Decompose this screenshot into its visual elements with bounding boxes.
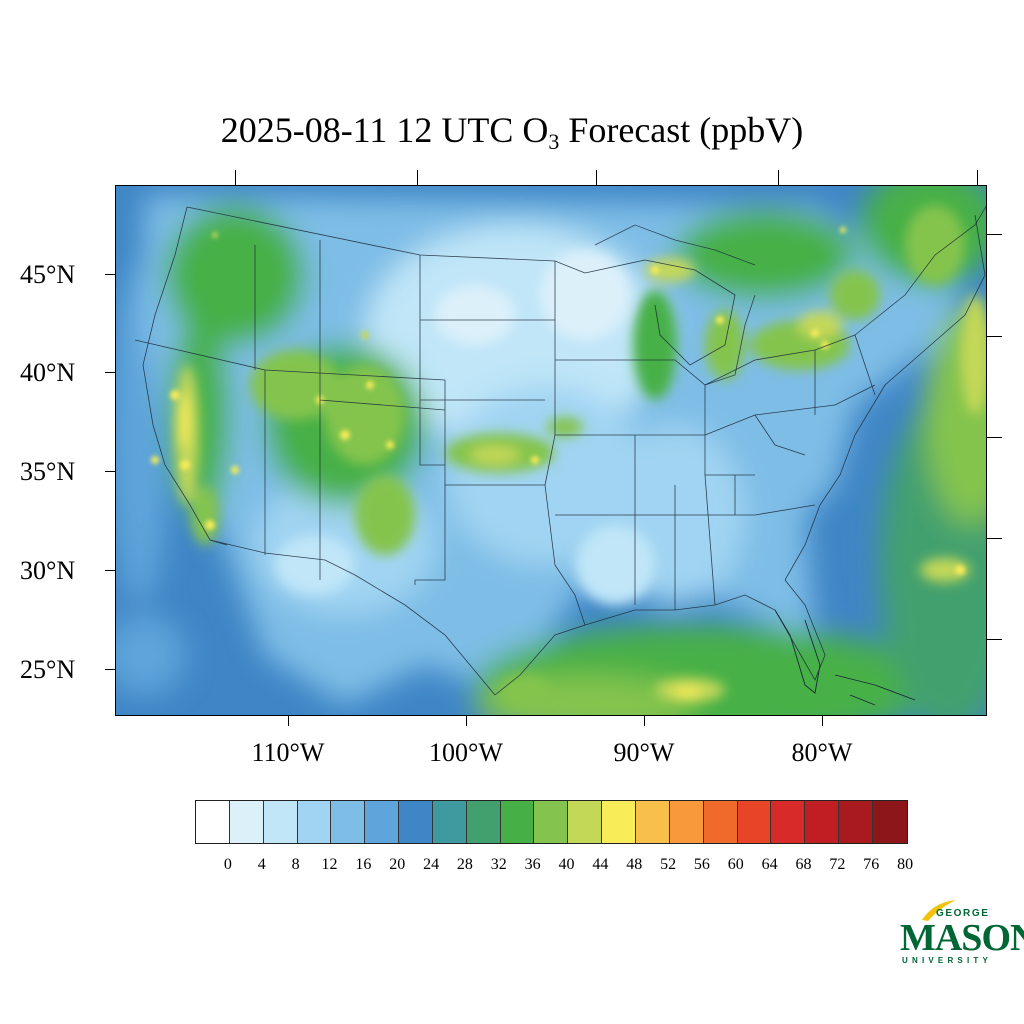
colorbar-label: 72 [829, 856, 846, 873]
logo-university: UNIVERSITY [902, 956, 993, 965]
colorbar-swatch [331, 801, 366, 843]
colorbar-label: 68 [795, 856, 812, 873]
colorbar-swatch [703, 801, 738, 843]
lat-label-35n: 35°N [20, 457, 76, 486]
tick-right-5 [987, 639, 1002, 640]
tick-left-30 [105, 570, 115, 571]
colorbar-label: 64 [761, 856, 778, 873]
state-boundaries [134, 206, 986, 696]
tick-top-3 [596, 170, 597, 185]
colorbar-label: 0 [223, 856, 232, 873]
george-mason-logo: GEORGE MASON UNIVERSITY [898, 898, 1024, 970]
tick-left-40 [105, 372, 115, 373]
colorbar-swatch [196, 801, 230, 843]
colorbar-swatch [500, 801, 535, 843]
colorbar-swatch [466, 801, 501, 843]
tick-bottom-80 [822, 716, 823, 726]
colorbar-label: 60 [727, 856, 744, 873]
colorbar-label: 12 [321, 856, 338, 873]
colorbar-label: 8 [291, 856, 300, 873]
colorbar-label: 24 [423, 856, 440, 873]
colorbar-swatch [399, 801, 433, 843]
tick-top-4 [778, 170, 779, 185]
tick-right-1 [987, 234, 1002, 235]
colorbar-swatch [602, 801, 636, 843]
tick-bottom-110 [288, 716, 289, 726]
colorbar-label: 56 [693, 856, 710, 873]
colorbar-swatch [635, 801, 670, 843]
colorbar-label: 52 [660, 856, 677, 873]
colorbar-swatch [432, 801, 467, 843]
colorbar-swatch [568, 801, 603, 843]
tick-left-25 [105, 669, 115, 670]
logo-mason: MASON [900, 917, 1024, 959]
map-title: 2025-08-11 12 UTC O3 Forecast (ppbV) [220, 110, 804, 154]
lon-label-80w: 80°W [791, 738, 853, 767]
colorbar-swatch [737, 801, 772, 843]
colorbar-swatch [534, 801, 569, 843]
colorbar-label: 20 [389, 856, 406, 873]
tick-top-5 [977, 170, 978, 185]
tick-bottom-90 [644, 716, 645, 726]
colorbar-swatch [365, 801, 400, 843]
lat-label-40n: 40°N [20, 358, 76, 387]
colorbar-swatch [839, 801, 873, 843]
tick-right-3 [987, 437, 1002, 438]
colorbar-label: 80 [897, 856, 914, 873]
colorbar-label: 76 [863, 856, 880, 873]
colorbar-swatch [229, 801, 264, 843]
coastline-details [774, 609, 916, 706]
tick-bottom-100 [466, 716, 467, 726]
colorbar-swatch [263, 801, 298, 843]
tick-top-2 [417, 170, 418, 185]
colorbar-label: 4 [257, 856, 266, 873]
lon-label-110w: 110°W [251, 738, 325, 767]
canada-outline [594, 204, 987, 386]
colorbar-swatch [669, 801, 704, 843]
ozone-forecast-map [115, 185, 987, 716]
colorbar-swatch [297, 801, 332, 843]
lat-label-45n: 45°N [20, 260, 76, 289]
colorbar-label: 40 [558, 856, 575, 873]
tick-right-2 [987, 336, 1002, 337]
colorbar-label: 44 [592, 856, 609, 873]
colorbar [195, 800, 908, 844]
tick-top-1 [235, 170, 236, 185]
colorbar-swatch [771, 801, 806, 843]
colorbar-label: 48 [626, 856, 643, 873]
lat-label-25n: 25°N [20, 655, 76, 684]
colorbar-label: 16 [355, 856, 372, 873]
lon-label-100w: 100°W [429, 738, 503, 767]
colorbar-label: 32 [490, 856, 507, 873]
lon-label-90w: 90°W [613, 738, 675, 767]
tick-right-4 [987, 538, 1002, 539]
colorbar-swatch [805, 801, 840, 843]
lat-label-30n: 30°N [20, 556, 76, 585]
colorbar-label: 28 [456, 856, 473, 873]
tick-left-35 [105, 471, 115, 472]
colorbar-label: 36 [524, 856, 541, 873]
tick-left-45 [105, 274, 115, 275]
swoosh-icon [922, 900, 956, 921]
colorbar-swatch [872, 801, 907, 843]
ozone-hotspots [151, 227, 965, 575]
logo-george: GEORGE [936, 908, 990, 919]
